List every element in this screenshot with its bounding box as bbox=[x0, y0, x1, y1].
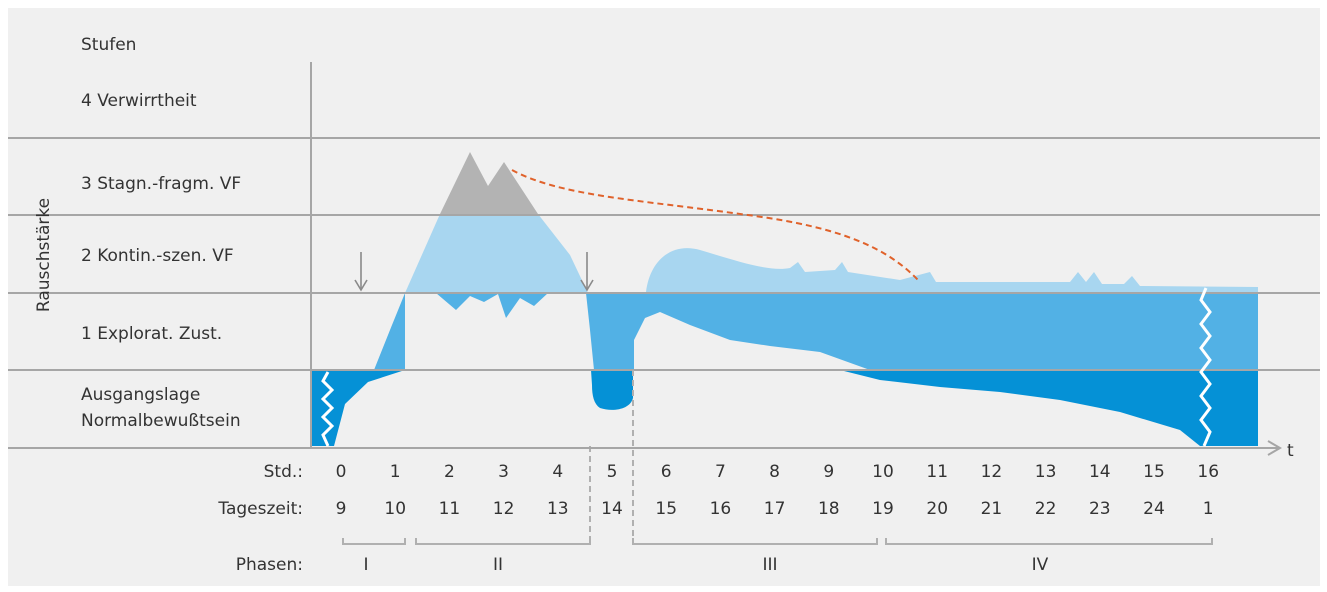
level-label-0-line1: Ausgangslage bbox=[81, 385, 200, 405]
arrow-marker-2 bbox=[580, 252, 594, 292]
arrow-marker-1 bbox=[354, 252, 368, 292]
std-tick-2: 2 bbox=[444, 462, 455, 482]
std-tick-5: 5 bbox=[607, 462, 618, 482]
tageszeit-tick-15: 15 bbox=[655, 499, 677, 519]
tageszeit-tick-11: 11 bbox=[439, 499, 461, 519]
std-tick-4: 4 bbox=[552, 462, 563, 482]
std-tick-7: 7 bbox=[715, 462, 726, 482]
tageszeit-tick-10: 10 bbox=[384, 499, 406, 519]
tageszeit-tick-1: 1 bbox=[1203, 499, 1214, 519]
diagram-title: Stufen bbox=[81, 35, 136, 55]
std-tick-12: 12 bbox=[981, 462, 1003, 482]
level-label-1: 1 Explorat. Zust. bbox=[81, 324, 222, 344]
bracket-phase-4 bbox=[885, 538, 1213, 545]
dashed-trend-curve bbox=[511, 169, 919, 281]
std-tick-16: 16 bbox=[1197, 462, 1219, 482]
bracket-phase-3 bbox=[632, 538, 878, 545]
tageszeit-tick-13: 13 bbox=[547, 499, 569, 519]
level-label-2: 2 Kontin.-szen. VF bbox=[81, 246, 234, 266]
x-axis-label: t bbox=[1287, 441, 1294, 461]
tageszeit-tick-23: 23 bbox=[1089, 499, 1111, 519]
std-tick-0: 0 bbox=[336, 462, 347, 482]
y-axis-label: Rauschstärke bbox=[34, 198, 54, 312]
level3-gray-peaks bbox=[440, 152, 538, 214]
phase-separators bbox=[589, 370, 634, 544]
std-tick-labels: 0 1 2 3 4 5 6 7 8 9 10 11 12 13 14 15 16 bbox=[336, 462, 1219, 482]
tageszeit-tick-9: 9 bbox=[336, 499, 347, 519]
tageszeit-tick-24: 24 bbox=[1143, 499, 1165, 519]
level1-area-right bbox=[586, 290, 1258, 370]
tageszeit-tick-16: 16 bbox=[710, 499, 732, 519]
phase-label-3: III bbox=[762, 555, 777, 575]
phasen-row-label: Phasen: bbox=[236, 555, 303, 575]
intensity-areas bbox=[311, 152, 1258, 446]
std-tick-14: 14 bbox=[1089, 462, 1111, 482]
bracket-phase-1 bbox=[342, 538, 406, 545]
tageszeit-tick-12: 12 bbox=[493, 499, 515, 519]
phase-label-4: IV bbox=[1032, 555, 1049, 575]
phase-brackets bbox=[342, 538, 1213, 545]
tageszeit-tick-19: 19 bbox=[872, 499, 894, 519]
std-tick-11: 11 bbox=[926, 462, 948, 482]
tageszeit-tick-14: 14 bbox=[601, 499, 623, 519]
tageszeit-tick-22: 22 bbox=[1035, 499, 1057, 519]
std-tick-15: 15 bbox=[1143, 462, 1165, 482]
std-tick-13: 13 bbox=[1035, 462, 1057, 482]
phase-label-1: I bbox=[363, 555, 368, 575]
baseline-area-left bbox=[311, 370, 405, 446]
tageszeit-tick-20: 20 bbox=[926, 499, 948, 519]
std-tick-9: 9 bbox=[823, 462, 834, 482]
level2-area-peak bbox=[405, 214, 588, 293]
level2-area-right bbox=[646, 248, 1258, 292]
std-tick-3: 3 bbox=[498, 462, 509, 482]
std-tick-1: 1 bbox=[390, 462, 401, 482]
baseline-area-right bbox=[590, 370, 1258, 446]
level-label-3: 3 Stagn.-fragm. VF bbox=[81, 174, 241, 194]
tageszeit-tick-labels: 9 10 11 12 13 14 15 16 17 18 19 20 21 22 23 24 1 bbox=[336, 499, 1214, 519]
dip-hour-5 bbox=[591, 370, 633, 410]
level-label-4: 4 Verwirrtheit bbox=[81, 91, 197, 111]
tageszeit-tick-18: 18 bbox=[818, 499, 840, 519]
bracket-phase-2 bbox=[415, 538, 591, 545]
tageszeit-tick-17: 17 bbox=[764, 499, 786, 519]
std-row-label: Std.: bbox=[264, 462, 303, 482]
level-label-0-line2: Normalbewußtsein bbox=[81, 411, 241, 431]
std-tick-8: 8 bbox=[769, 462, 780, 482]
tageszeit-row-label: Tageszeit: bbox=[217, 499, 303, 519]
x-axis-arrowhead bbox=[1267, 440, 1282, 456]
axis-break-right bbox=[1199, 287, 1212, 447]
std-tick-10: 10 bbox=[872, 462, 894, 482]
level1-area-rise bbox=[374, 293, 405, 370]
tageszeit-tick-21: 21 bbox=[981, 499, 1003, 519]
level2-serrated-edge bbox=[436, 293, 548, 318]
phase-label-2: II bbox=[493, 555, 503, 575]
level-gridlines bbox=[8, 137, 1320, 371]
std-tick-6: 6 bbox=[661, 462, 672, 482]
axis-break-left bbox=[320, 371, 335, 447]
